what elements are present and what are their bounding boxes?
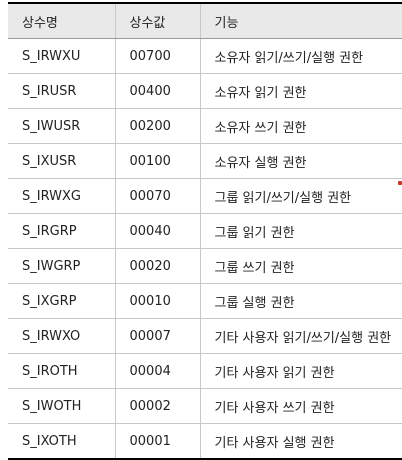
constant-value-cell: 00200: [115, 108, 201, 144]
table-row: S_IXOTH 00001 기타 사용자 실행 권한: [8, 423, 402, 460]
constant-value-cell: 00002: [115, 388, 201, 424]
constant-value-cell: 00020: [115, 248, 201, 284]
constant-name-cell: S_IRWXU: [8, 38, 116, 74]
constant-name-cell: S_IXGRP: [8, 283, 116, 319]
header-function: 기능: [200, 2, 402, 39]
constant-name-cell: S_IROTH: [8, 353, 116, 389]
constant-value-cell: 00070: [115, 178, 201, 214]
constant-name-cell: S_IWOTH: [8, 388, 116, 424]
constant-name-cell: S_IWUSR: [8, 108, 116, 144]
constant-value-cell: 00700: [115, 38, 201, 74]
constant-value-cell: 00040: [115, 213, 201, 249]
table-row: S_IWGRP 00020 그룹 쓰기 권한: [8, 248, 402, 284]
constant-value-cell: 00100: [115, 143, 201, 179]
constant-value-cell: 00007: [115, 318, 201, 354]
function-cell: 그룹 읽기/쓰기/실행 권한: [200, 178, 402, 214]
function-cell: 기타 사용자 읽기 권한: [200, 353, 402, 389]
function-cell: 소유자 쓰기 권한: [200, 108, 402, 144]
table-row: S_IRUSR 00400 소유자 읽기 권한: [8, 73, 402, 109]
constant-name-cell: S_IRWXO: [8, 318, 116, 354]
function-cell: 기타 사용자 읽기/쓰기/실행 권한: [200, 318, 402, 354]
function-cell: 소유자 읽기 권한: [200, 73, 402, 109]
table-row: S_IRWXO 00007 기타 사용자 읽기/쓰기/실행 권한: [8, 318, 402, 354]
edit-marker-icon: [398, 181, 402, 185]
function-cell: 그룹 쓰기 권한: [200, 248, 402, 284]
constant-value-cell: 00010: [115, 283, 201, 319]
table-row: S_IROTH 00004 기타 사용자 읽기 권한: [8, 353, 402, 389]
constant-name-cell: S_IXOTH: [8, 423, 116, 460]
constant-name-cell: S_IXUSR: [8, 143, 116, 179]
constant-name-cell: S_IRGRP: [8, 213, 116, 249]
constant-name-cell: S_IRUSR: [8, 73, 116, 109]
table-row: S_IRGRP 00040 그룹 읽기 권한: [8, 213, 402, 249]
permission-constants-table: 상수명 상수값 기능 S_IRWXU 00700 소유자 읽기/쓰기/실행 권한…: [8, 2, 402, 460]
function-cell: 그룹 실행 권한: [200, 283, 402, 319]
function-cell: 기타 사용자 쓰기 권한: [200, 388, 402, 424]
header-constant-name: 상수명: [8, 2, 116, 39]
function-cell: 소유자 읽기/쓰기/실행 권한: [200, 38, 402, 74]
permission-constants-table-container: 상수명 상수값 기능 S_IRWXU 00700 소유자 읽기/쓰기/실행 권한…: [8, 2, 402, 460]
table-header-row: 상수명 상수값 기능: [8, 2, 402, 39]
constant-value-cell: 00004: [115, 353, 201, 389]
table-row: S_IWOTH 00002 기타 사용자 쓰기 권한: [8, 388, 402, 424]
function-cell: 기타 사용자 실행 권한: [200, 423, 402, 460]
table-row: S_IXUSR 00100 소유자 실행 권한: [8, 143, 402, 179]
table-row: S_IXGRP 00010 그룹 실행 권한: [8, 283, 402, 319]
table-row: S_IRWXG 00070 그룹 읽기/쓰기/실행 권한: [8, 178, 402, 214]
constant-value-cell: 00400: [115, 73, 201, 109]
table-row: S_IWUSR 00200 소유자 쓰기 권한: [8, 108, 402, 144]
table-row: S_IRWXU 00700 소유자 읽기/쓰기/실행 권한: [8, 38, 402, 74]
constant-name-cell: S_IRWXG: [8, 178, 116, 214]
constant-name-cell: S_IWGRP: [8, 248, 116, 284]
function-cell: 그룹 읽기 권한: [200, 213, 402, 249]
header-constant-value: 상수값: [115, 2, 201, 39]
function-cell: 소유자 실행 권한: [200, 143, 402, 179]
constant-value-cell: 00001: [115, 423, 201, 460]
